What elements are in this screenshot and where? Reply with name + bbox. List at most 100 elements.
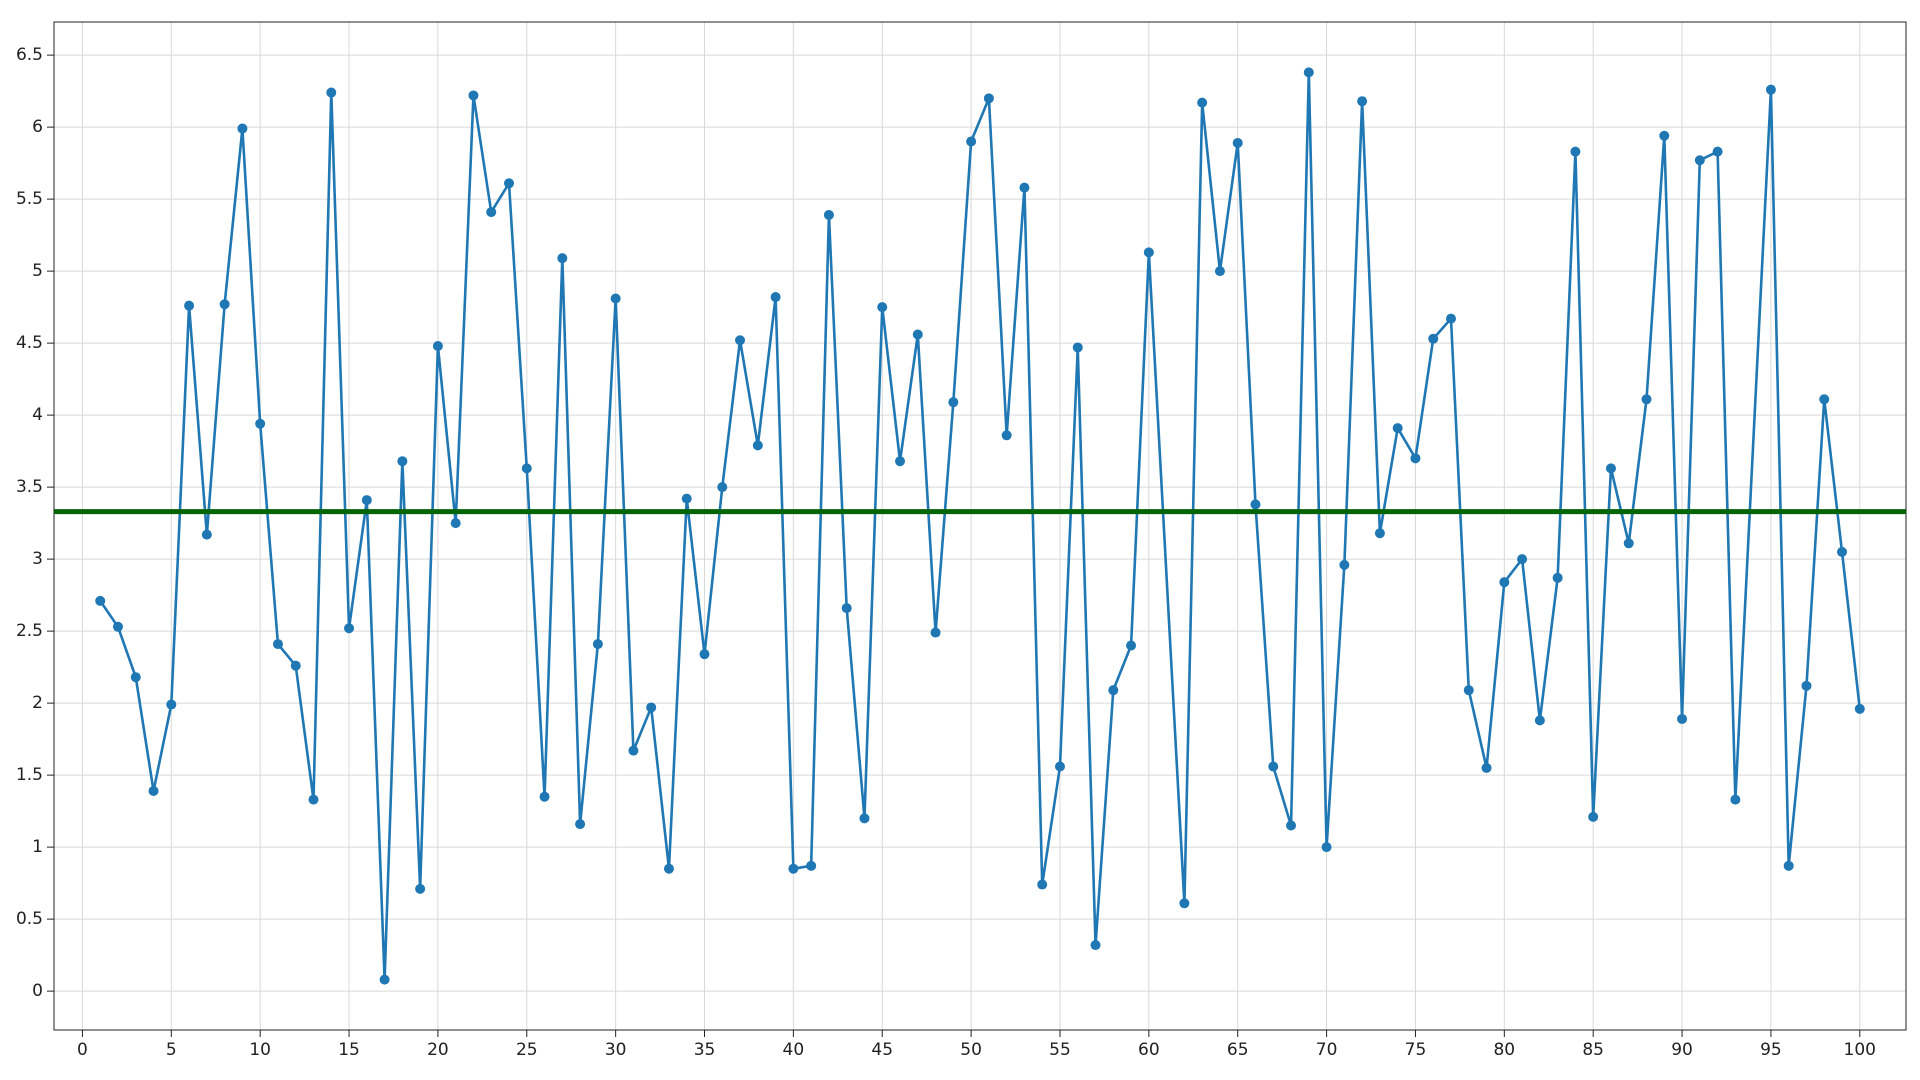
data-point — [1499, 577, 1510, 588]
data-point — [1517, 554, 1528, 565]
data-point — [539, 791, 550, 802]
data-point — [859, 813, 870, 824]
data-point — [1357, 96, 1368, 107]
x-tick-label: 15 — [338, 1040, 360, 1060]
data-point — [1677, 713, 1688, 724]
x-tick-label: 90 — [1671, 1040, 1693, 1060]
data-point — [1339, 559, 1350, 570]
data-point — [326, 87, 337, 98]
x-tick-label: 5 — [166, 1040, 177, 1060]
x-tick-label: 20 — [427, 1040, 449, 1060]
data-point — [1019, 182, 1030, 193]
data-point — [1445, 313, 1456, 324]
data-point — [166, 699, 177, 710]
data-point — [255, 418, 266, 429]
data-point — [912, 329, 923, 340]
data-point — [1659, 130, 1670, 141]
y-tick-label: 2 — [32, 693, 43, 713]
data-point — [219, 299, 230, 310]
data-point — [806, 860, 817, 871]
data-point — [1374, 528, 1385, 539]
data-point — [1854, 703, 1865, 714]
data-point — [1570, 146, 1581, 157]
data-point — [112, 621, 123, 632]
data-point — [592, 639, 603, 650]
data-point — [966, 136, 977, 147]
data-point — [1641, 394, 1652, 405]
y-tick-label: 3.5 — [16, 477, 43, 497]
data-point — [1197, 97, 1208, 108]
data-point — [1250, 499, 1261, 510]
data-point — [432, 341, 443, 351]
data-point — [1463, 685, 1474, 696]
plot-frame — [53, 21, 1907, 1031]
data-point — [1001, 430, 1012, 441]
data-point — [397, 456, 408, 467]
data-point — [1214, 266, 1225, 277]
data-point — [1054, 761, 1065, 772]
data-point — [735, 335, 746, 346]
data-point — [308, 794, 319, 805]
data-point — [1623, 538, 1634, 549]
data-point — [415, 883, 426, 894]
y-tick-label: 4 — [32, 405, 43, 425]
x-tick-label: 35 — [694, 1040, 716, 1060]
x-tick-label: 55 — [1049, 1040, 1071, 1060]
data-point — [1268, 761, 1279, 772]
data-point — [450, 518, 461, 529]
y-tick-label: 0 — [32, 981, 43, 1001]
data-point — [1410, 453, 1421, 464]
data-point — [201, 529, 212, 540]
y-tick-label: 3 — [32, 549, 43, 569]
data-point — [1090, 940, 1101, 951]
x-tick-label: 80 — [1493, 1040, 1515, 1060]
x-tick-label: 85 — [1582, 1040, 1604, 1060]
data-point — [1481, 762, 1492, 773]
data-point — [717, 482, 728, 493]
data-point — [290, 660, 301, 671]
data-point — [130, 672, 141, 683]
x-tick-label: 0 — [77, 1040, 88, 1060]
data-point — [895, 456, 906, 467]
data-point — [344, 623, 355, 634]
data-point — [1801, 680, 1812, 691]
data-point — [877, 302, 888, 313]
data-point — [770, 292, 781, 303]
x-tick-label: 10 — [249, 1040, 271, 1060]
y-tick-label: 1.5 — [16, 765, 43, 785]
x-tick-label: 75 — [1405, 1040, 1427, 1060]
x-tick-label: 25 — [516, 1040, 538, 1060]
series-line — [99, 71, 1862, 981]
data-point — [610, 293, 621, 304]
data-point — [468, 90, 479, 101]
data-point — [663, 863, 674, 874]
data-point — [1072, 342, 1083, 353]
y-tick-label: 6.5 — [16, 45, 43, 65]
data-point — [983, 93, 994, 104]
y-tick-label: 6 — [32, 117, 43, 137]
data-point — [1694, 155, 1705, 166]
data-point — [1712, 146, 1723, 157]
data-point — [1605, 463, 1616, 474]
data-point — [1428, 333, 1439, 344]
data-point — [557, 253, 568, 264]
y-tick-label: 4.5 — [16, 333, 43, 353]
data-point — [1392, 423, 1403, 434]
data-point — [1303, 67, 1314, 78]
x-tick-label: 45 — [871, 1040, 893, 1060]
data-point — [272, 639, 283, 650]
data-point — [930, 627, 941, 638]
data-point — [361, 495, 372, 506]
data-point — [504, 178, 515, 189]
y-tick-label: 1 — [32, 837, 43, 857]
data-point — [575, 819, 586, 830]
data-point — [1534, 715, 1545, 726]
data-point — [1286, 820, 1297, 831]
y-tick-label: 0.5 — [16, 909, 43, 929]
data-point — [237, 123, 248, 134]
data-point — [1232, 137, 1243, 148]
x-tick-label: 40 — [783, 1040, 805, 1060]
data-point — [646, 702, 657, 713]
x-tick-label: 100 — [1844, 1040, 1876, 1060]
